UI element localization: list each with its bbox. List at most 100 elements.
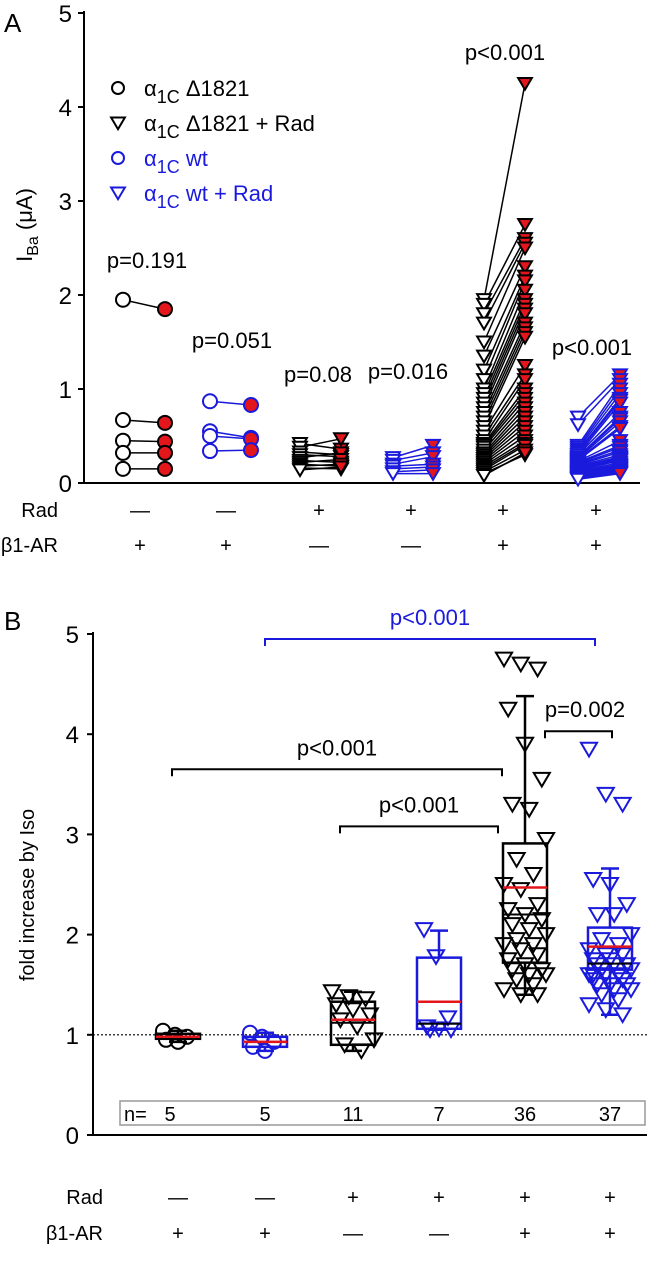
data-point <box>612 796 633 814</box>
data-point <box>536 831 556 849</box>
data-point <box>612 972 633 989</box>
b1ar-sign: + <box>259 1223 271 1245</box>
panel-label-b: B <box>4 606 21 636</box>
pair-group <box>384 438 442 482</box>
pair-line <box>577 471 621 480</box>
bracket-p-label: p<0.001 <box>297 735 377 760</box>
legend-label: α1C wt + Rad <box>144 181 273 212</box>
data-point <box>608 992 629 1009</box>
rad-sign: + <box>604 1187 616 1209</box>
bracket-line <box>264 638 596 647</box>
significance-bracket: p<0.001 <box>264 605 596 647</box>
b1ar-row-label: β1-AR <box>1 535 58 557</box>
data-point <box>604 957 624 974</box>
b1ar-sign: + <box>497 535 509 557</box>
panel-label-a: A <box>4 8 22 38</box>
data-point <box>532 962 552 979</box>
after-point <box>332 460 350 476</box>
rad-sign: + <box>497 500 509 522</box>
legend-label: α1C Δ1821 <box>144 76 249 107</box>
data-point <box>502 796 523 814</box>
legend-label: α1C Δ1821 + Rad <box>144 111 315 142</box>
data-point <box>498 952 518 969</box>
y-tick-label: 2 <box>66 923 79 950</box>
legend-marker-icon <box>109 116 127 132</box>
before-point <box>115 412 131 429</box>
before-point <box>475 468 493 484</box>
data-point <box>438 1010 458 1027</box>
y-tick-label: 4 <box>66 722 79 749</box>
after-point <box>157 414 173 431</box>
y-tick-label: 2 <box>59 283 72 310</box>
data-point <box>621 982 641 999</box>
data-point <box>426 949 446 966</box>
before-point <box>115 444 131 461</box>
n-value: 37 <box>599 1104 621 1126</box>
data-point <box>158 1031 174 1048</box>
before-point <box>291 463 309 479</box>
p-value-label: p=0.08 <box>284 362 352 387</box>
pair-line <box>483 247 526 343</box>
after-point <box>243 442 259 459</box>
data-point <box>515 736 535 754</box>
data-point <box>170 1033 186 1050</box>
data-point <box>579 997 599 1014</box>
y-tick-label: 3 <box>66 822 79 849</box>
n-value: 5 <box>259 1104 270 1126</box>
box-group <box>414 922 463 1040</box>
b1ar-sign: — <box>429 1223 449 1245</box>
data-point <box>506 972 527 989</box>
legend-entry: α1C Δ1821 <box>111 76 249 107</box>
rad-sign: + <box>433 1187 445 1209</box>
after-point <box>516 307 534 322</box>
before-point <box>475 335 493 351</box>
n-value: 7 <box>433 1104 444 1126</box>
after-point <box>243 396 259 413</box>
before-point <box>202 443 218 460</box>
before-point <box>569 410 587 426</box>
data-point <box>494 651 514 669</box>
before-point <box>115 291 131 308</box>
data-point <box>617 977 637 994</box>
after-point <box>611 396 629 412</box>
y-tick-label: 5 <box>59 1 72 28</box>
data-point <box>604 907 624 924</box>
bracket-line <box>171 768 503 777</box>
box-group <box>494 651 556 1004</box>
b1ar-sign: — <box>401 535 421 557</box>
data-point <box>527 897 548 914</box>
y-tick-label: 5 <box>66 622 79 649</box>
data-point <box>523 867 544 884</box>
data-point <box>326 997 346 1014</box>
data-point <box>519 967 539 984</box>
data-point <box>612 1007 633 1024</box>
after-point <box>424 467 442 482</box>
data-point <box>527 987 548 1004</box>
data-point <box>417 1019 437 1037</box>
significance-bracket: p<0.001 <box>171 735 503 777</box>
before-point <box>475 373 493 388</box>
after-point <box>516 76 534 92</box>
before-point <box>475 316 493 332</box>
data-point <box>257 1042 273 1059</box>
data-point <box>523 937 544 954</box>
data-point <box>583 952 603 969</box>
n-value: 11 <box>343 1104 364 1126</box>
panel-a: 0 1 2 3 4 5 IBa (μA) α1C Δ1821 α1C Δ1821 + Rad α1… <box>1 1 640 557</box>
legend-marker-icon <box>109 186 127 202</box>
pair-line <box>483 238 526 315</box>
pair-line <box>577 472 621 480</box>
data-point <box>536 927 556 944</box>
b1ar-sign: + <box>172 1223 184 1245</box>
pair-line <box>483 290 526 390</box>
data-point <box>502 917 523 934</box>
n-value: 5 <box>164 1104 175 1126</box>
before-point <box>569 418 587 433</box>
p-value-label: p=0.016 <box>368 359 448 384</box>
data-point <box>587 957 608 974</box>
y-tick-label: 0 <box>59 471 72 498</box>
n-value: 36 <box>514 1104 536 1126</box>
pair-group <box>475 76 534 484</box>
after-point <box>157 460 173 477</box>
rad-sign: — <box>216 500 236 522</box>
